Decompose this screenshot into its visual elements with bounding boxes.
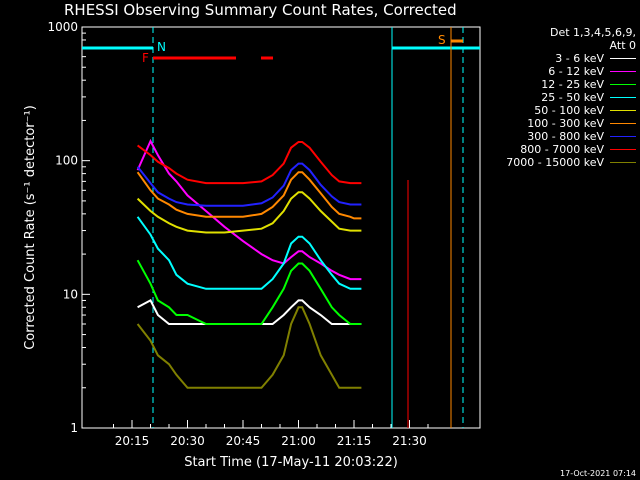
legend-label: 7000 - 15000 keV (506, 156, 604, 169)
series-line-5 (136, 171, 362, 220)
x-tick-label-5: 21:30 (392, 434, 427, 448)
series-line-0 (137, 299, 362, 325)
plot-frame (81, 26, 481, 429)
legend-swatch (610, 161, 636, 164)
legend-swatch (610, 83, 636, 86)
legend-item: 3 - 6 keV (476, 52, 636, 65)
legend-swatch (610, 135, 636, 138)
legend-swatch (610, 70, 636, 73)
flare-label: F (142, 51, 149, 65)
legend-label: 800 - 7000 keV (520, 143, 604, 156)
legend-item: 12 - 25 keV (476, 78, 636, 91)
y-tick-label-1: 10 (63, 287, 78, 301)
y-tick-label-3: 1000 (47, 20, 78, 34)
x-tick-label-4: 21:15 (337, 434, 372, 448)
legend-item: 6 - 12 keV (476, 65, 636, 78)
night-label: N (157, 40, 166, 54)
legend-item: 25 - 50 keV (476, 91, 636, 104)
x-tick-label-0: 20:15 (115, 434, 150, 448)
legend-item: 100 - 300 keV (476, 117, 636, 130)
legend-swatch (610, 96, 636, 99)
legend-label: 25 - 50 keV (541, 91, 604, 104)
legend-label: 300 - 800 keV (527, 130, 604, 143)
y-tick-label-0: 1 (70, 421, 78, 435)
legend-swatch (610, 57, 636, 60)
legend-label: 6 - 12 keV (548, 65, 604, 78)
series-line-4 (136, 191, 362, 234)
footer-timestamp: 17-Oct-2021 07:14 (560, 469, 636, 478)
legend-swatch (610, 122, 636, 125)
series-line-8 (136, 306, 362, 389)
x-tick-label-2: 20:45 (226, 434, 261, 448)
legend-header-attenuator: Att 0 (609, 39, 636, 52)
series-line-2 (136, 259, 362, 325)
legend-label: 100 - 300 keV (527, 117, 604, 130)
legend-label: 3 - 6 keV (555, 52, 604, 65)
legend: Det 1,3,4,5,6,9, Att 0 3 - 6 keV 6 - 12 k… (476, 26, 636, 169)
legend-header-detectors: Det 1,3,4,5,6,9, (549, 26, 636, 39)
series-line-3 (136, 216, 362, 290)
series-line-6 (136, 162, 362, 207)
x-axis-label: Start Time (17-May-11 20:03:22) (184, 455, 398, 470)
saa-label: S (438, 33, 446, 47)
legend-label: 12 - 25 keV (541, 78, 604, 91)
chart-title: RHESSI Observing Summary Count Rates, Co… (64, 1, 457, 19)
series-line-1 (136, 138, 362, 281)
x-tick-label-1: 20:30 (170, 434, 205, 448)
legend-item: 300 - 800 keV (476, 130, 636, 143)
y-axis-label: Corrected Count Rate (s⁻¹ detector⁻¹) (23, 105, 38, 350)
x-tick-label-3: 21:00 (281, 434, 316, 448)
legend-item: 50 - 100 keV (476, 104, 636, 117)
legend-swatch (610, 109, 636, 112)
legend-label: 50 - 100 keV (534, 104, 604, 117)
y-tick-label-2: 100 (55, 154, 78, 168)
series-line-7 (136, 141, 362, 185)
legend-swatch (610, 148, 636, 151)
legend-item: 800 - 7000 keV (476, 143, 636, 156)
legend-item: 7000 - 15000 keV (476, 156, 636, 169)
